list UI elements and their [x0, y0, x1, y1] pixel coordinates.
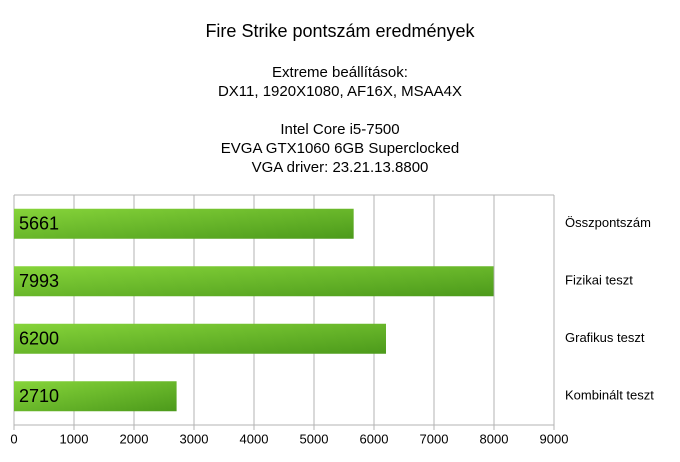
data-label: 2710	[19, 386, 59, 406]
y-tick-label: Fizikai teszt	[565, 273, 633, 288]
bar	[14, 208, 354, 239]
x-tick-label: 8000	[480, 431, 509, 446]
x-tick-label: 4000	[240, 431, 269, 446]
chart-subtitle: Intel Core i5-7500	[280, 121, 399, 138]
bar	[14, 266, 494, 297]
x-tick-label: 1000	[60, 431, 89, 446]
x-tick-label: 6000	[360, 431, 389, 446]
y-tick-label: Összpontszám	[565, 215, 651, 230]
x-tick-label: 5000	[300, 431, 329, 446]
x-tick-label: 3000	[180, 431, 209, 446]
bar	[14, 323, 386, 354]
y-tick-label: Grafikus teszt	[565, 330, 645, 345]
chart-subtitle: DX11, 1920X1080, AF16X, MSAA4X	[218, 83, 462, 100]
data-label: 6200	[19, 329, 59, 349]
bar	[14, 381, 177, 412]
chart-title: Fire Strike pontszám eredmények	[205, 21, 475, 41]
chart-subtitle: VGA driver: 23.21.13.8800	[252, 159, 429, 176]
chart-subtitle: Extreme beállítások:	[272, 64, 408, 81]
chart-subtitle: EVGA GTX1060 6GB Superclocked	[221, 140, 459, 157]
y-tick-label: Kombinált teszt	[565, 388, 654, 403]
x-tick-label: 0	[10, 431, 17, 446]
data-label: 5661	[19, 214, 59, 234]
x-tick-label: 7000	[420, 431, 449, 446]
data-label: 7993	[19, 271, 59, 291]
x-tick-label: 2000	[120, 431, 149, 446]
x-tick-label: 9000	[540, 431, 569, 446]
